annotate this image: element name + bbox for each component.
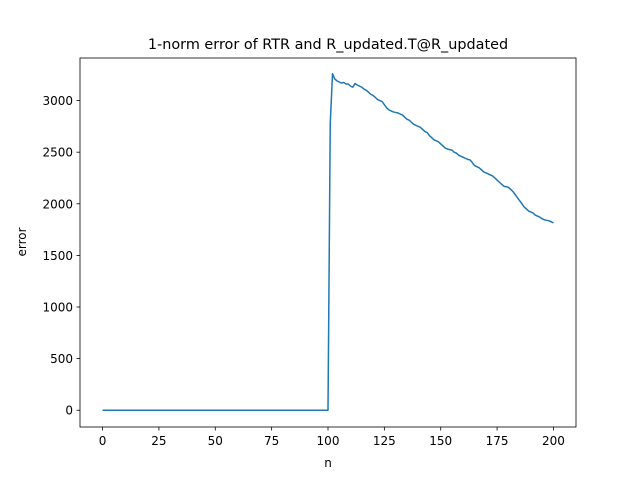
x-axis-label: n	[324, 456, 332, 470]
y-tick-label: 500	[50, 352, 73, 366]
y-tick-label: 2000	[42, 197, 73, 211]
x-tick-label: 0	[99, 434, 107, 448]
y-tick-label: 2500	[42, 146, 73, 160]
y-tick-label: 1500	[42, 249, 73, 263]
data-line	[102, 72, 554, 411]
x-tick-label: 200	[542, 434, 565, 448]
x-tick-label: 50	[208, 434, 223, 448]
chart-title: 1-norm error of RTR and R_updated.T@R_up…	[148, 37, 508, 53]
x-tick-label: 25	[151, 434, 166, 448]
y-tick-label: 3000	[42, 94, 73, 108]
x-tick-label: 150	[429, 434, 452, 448]
x-tick-label: 175	[486, 434, 509, 448]
x-tick-label: 75	[264, 434, 279, 448]
plot-frame	[79, 57, 577, 428]
y-tick-label: 0	[65, 404, 73, 418]
y-tick-label: 1000	[42, 301, 73, 315]
x-tick-label: 125	[373, 434, 396, 448]
y-axis-label: error	[15, 227, 29, 256]
x-tick-label: 100	[317, 434, 340, 448]
